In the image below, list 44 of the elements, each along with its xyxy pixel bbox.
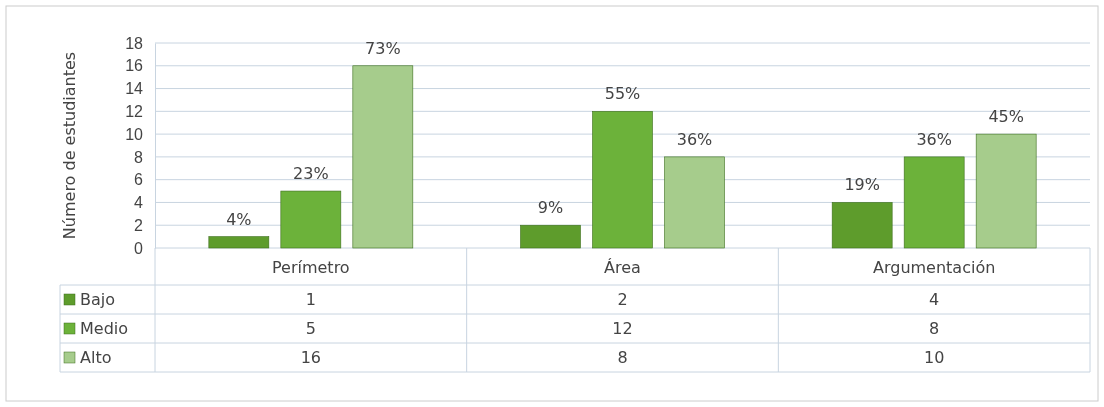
x-tick-label: Argumentación	[872, 258, 996, 277]
bar	[520, 224, 581, 249]
annotation: 4%	[226, 209, 252, 229]
data-label: 4	[929, 290, 940, 309]
bar	[352, 65, 414, 249]
y-tick-label: 14	[125, 80, 144, 98]
y-tick-label: 4	[134, 194, 144, 212]
data-label: 5	[305, 319, 316, 338]
data-label: 1	[305, 290, 316, 309]
y-tick-label: 18	[125, 34, 144, 52]
y-tick-label: 6	[134, 171, 144, 189]
legend-label: Medio	[80, 319, 129, 338]
annotation: 36%	[916, 129, 952, 149]
data-label: 10	[923, 348, 945, 367]
legend-label: Alto	[80, 348, 112, 367]
annotation: 19%	[844, 175, 880, 195]
bar	[592, 111, 653, 249]
annotation: 73%	[365, 38, 401, 58]
y-axis-title: Número de estudiantes	[60, 51, 79, 240]
y-tick-label: 16	[125, 57, 144, 75]
data-label: 2	[617, 290, 628, 309]
y-tick-label: 2	[134, 216, 144, 234]
bar	[831, 202, 893, 249]
legend-label: Bajo	[80, 290, 116, 309]
annotation: 55%	[604, 84, 641, 104]
bar	[664, 156, 725, 249]
annotation: 23%	[293, 164, 329, 184]
x-tick-label: Área	[604, 258, 641, 277]
data-label: 12	[612, 319, 633, 338]
bar	[280, 190, 342, 249]
annotation: 9%	[537, 198, 564, 218]
bar	[903, 156, 965, 249]
data-label: 16	[300, 348, 322, 367]
bar	[975, 133, 1037, 249]
bar	[208, 236, 270, 249]
y-tick-label: 12	[125, 102, 144, 120]
data-label: 8	[929, 319, 940, 338]
y-tick-label: 0	[134, 239, 144, 257]
annotation: 36%	[676, 129, 713, 149]
y-tick-label: 10	[125, 125, 144, 143]
y-tick-label: 8	[134, 148, 144, 166]
x-tick-label: Perímetro	[272, 258, 350, 277]
annotation: 45%	[988, 107, 1024, 127]
data-label: 8	[617, 348, 628, 367]
